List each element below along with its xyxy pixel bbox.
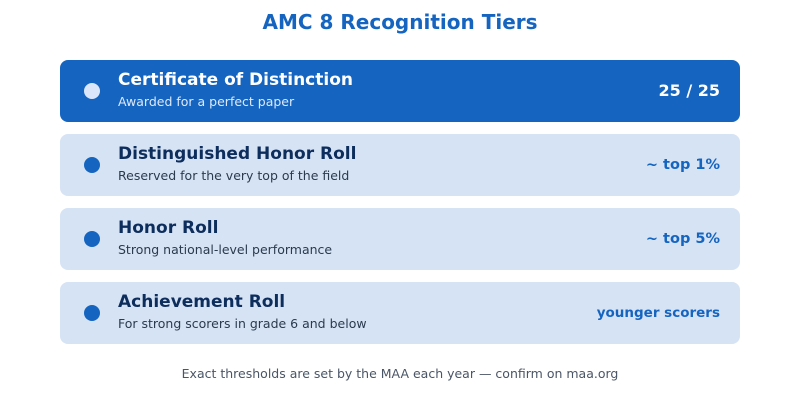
page-title: AMC 8 Recognition Tiers — [262, 10, 538, 34]
tier-description: For strong scorers in grade 6 and below — [118, 316, 367, 331]
tier-badge: ~ top 5% — [645, 231, 720, 247]
tier-name: Achievement Roll — [118, 292, 286, 312]
tier-badge: younger scorers — [596, 305, 720, 321]
tier-description: Strong national-level performance — [118, 242, 333, 257]
tier-badge: ~ top 1% — [645, 157, 720, 173]
tier-card-certificate-of-distinction: Certificate of Distinction Awarded for a… — [60, 60, 740, 122]
tier-name: Distinguished Honor Roll — [118, 144, 357, 164]
tier-name: Certificate of Distinction — [118, 70, 353, 90]
tier-card-achievement-roll: Achievement Roll For strong scorers in g… — [60, 282, 740, 344]
tier-card-distinguished-honor-roll: Distinguished Honor Roll Reserved for th… — [60, 134, 740, 196]
bullet-dot-icon — [84, 305, 100, 321]
bullet-dot-icon — [84, 231, 100, 247]
bullet-dot-icon — [84, 83, 100, 99]
tier-description: Awarded for a perfect paper — [118, 94, 295, 109]
footnote: Exact thresholds are set by the MAA each… — [181, 366, 619, 381]
tier-description: Reserved for the very top of the field — [118, 168, 350, 183]
bullet-dot-icon — [84, 157, 100, 173]
tier-badge: 25 / 25 — [658, 81, 720, 100]
tier-name: Honor Roll — [118, 218, 219, 238]
tier-card-honor-roll: Honor Roll Strong national-level perform… — [60, 208, 740, 270]
